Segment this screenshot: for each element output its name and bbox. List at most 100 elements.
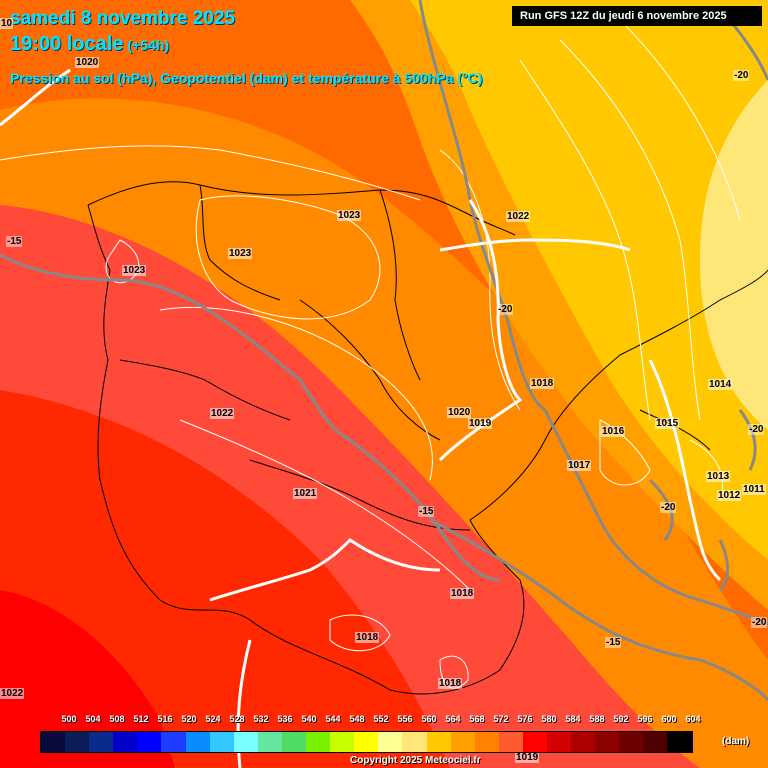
legend-tick: 516 — [157, 714, 173, 724]
pressure-label: 1016 — [601, 426, 626, 437]
isobars — [0, 19, 741, 689]
legend-tick: 504 — [85, 714, 101, 724]
temperature-label: -20 — [733, 70, 750, 81]
pressure-label: 1021 — [293, 488, 318, 499]
time-title: 19:00 locale (+54h) — [10, 33, 169, 56]
pressure-label: 1020 — [447, 407, 472, 418]
legend-swatch — [571, 732, 596, 752]
legend-swatch — [281, 732, 307, 752]
legend-tick: 512 — [133, 714, 149, 724]
legend-tick: 592 — [613, 714, 629, 724]
pressure-label: 1011 — [742, 484, 766, 495]
legend-tick: 556 — [397, 714, 413, 724]
map-subtitle: Pression au sol (hPa), Geopotentiel (dam… — [10, 70, 483, 86]
pressure-label: 1018 — [450, 588, 475, 599]
legend-swatch — [306, 732, 331, 752]
legend-swatch — [65, 732, 90, 752]
band-560 — [700, 80, 768, 430]
legend-tick: 572 — [493, 714, 509, 724]
pressure-label: 1023 — [228, 248, 253, 259]
band-584 — [0, 590, 175, 768]
temperature-label: -15 — [418, 506, 435, 517]
legend-color-bar — [40, 731, 693, 753]
pressure-label: 1018 — [355, 632, 380, 643]
legend-swatch — [209, 732, 234, 752]
temperature-label: -20 — [497, 304, 514, 315]
legend-tick: 524 — [205, 714, 221, 724]
legend-tick: 580 — [541, 714, 557, 724]
legend-swatch — [354, 732, 379, 752]
legend-tick: 508 — [109, 714, 125, 724]
legend-swatch — [402, 732, 427, 752]
color-legend: 500 504 508 512 516 520 524 528 532 536 … — [0, 712, 768, 768]
temperature-label: -15 — [6, 236, 23, 247]
legend-tick: 568 — [469, 714, 485, 724]
legend-swatch — [257, 732, 282, 752]
pressure-label: 1022 — [210, 408, 235, 419]
pressure-label: 1022 — [506, 211, 531, 222]
legend-tick: 564 — [445, 714, 461, 724]
pressure-label: 1019 — [515, 752, 540, 763]
legend-swatch — [498, 732, 523, 752]
legend-tick: 588 — [589, 714, 605, 724]
legend-swatch — [450, 732, 475, 752]
legend-swatch — [137, 732, 162, 752]
legend-tick: 600 — [661, 714, 677, 724]
legend-tick: 548 — [349, 714, 365, 724]
legend-tick: 552 — [373, 714, 389, 724]
legend-swatch — [474, 732, 499, 752]
pressure-label: 1012 — [717, 490, 742, 501]
legend-tick: 500 — [61, 714, 77, 724]
pressure-label: 1018 — [530, 378, 555, 389]
copyright: Copyright 2025 Meteociel.fr — [350, 755, 481, 766]
legend-tick: 544 — [325, 714, 341, 724]
date-title: samedi 8 novembre 2025 — [10, 8, 235, 29]
legend-tick: 532 — [253, 714, 269, 724]
legend-tick: 528 — [229, 714, 245, 724]
pressure-label: 1023 — [122, 265, 147, 276]
legend-unit: (dam) — [722, 736, 750, 747]
legend-swatch — [522, 732, 547, 752]
legend-swatch — [113, 732, 138, 752]
legend-swatch — [378, 732, 403, 752]
pressure-label: 1014 — [708, 379, 733, 390]
run-info: Run GFS 12Z du jeudi 6 novembre 2025 — [512, 6, 762, 26]
pressure-label: 1022 — [0, 688, 25, 699]
pressure-label: 1023 — [337, 210, 362, 221]
temperature-label: -20 — [751, 617, 768, 628]
legend-swatch — [619, 732, 644, 752]
legend-tick: 596 — [637, 714, 653, 724]
pressure-label: 10 — [0, 18, 14, 29]
time-label: 19:00 locale — [10, 33, 124, 55]
temperature-label: -15 — [605, 637, 622, 648]
legend-tick: 584 — [565, 714, 581, 724]
legend-tick: 560 — [421, 714, 437, 724]
temperature-label: -20 — [660, 502, 677, 513]
legend-tick: 576 — [517, 714, 533, 724]
legend-tick: 604 — [685, 714, 701, 724]
legend-swatch — [161, 732, 186, 752]
forecast-step: (+54h) — [127, 37, 170, 53]
legend-swatch — [233, 732, 258, 752]
pressure-label: 1020 — [75, 57, 100, 68]
legend-tick: 520 — [181, 714, 197, 724]
legend-tick: 536 — [277, 714, 293, 724]
legend-swatch — [595, 732, 620, 752]
pressure-label: 1013 — [706, 471, 731, 482]
legend-swatch — [546, 732, 572, 752]
pressure-label: 1019 — [468, 418, 493, 429]
pressure-label: 1015 — [655, 418, 680, 429]
legend-swatch — [185, 732, 210, 752]
legend-swatch — [643, 732, 668, 752]
legend-ticks: 500 504 508 512 516 520 524 528 532 536 … — [0, 712, 768, 728]
pressure-label: 1017 — [567, 460, 592, 471]
pressure-label: 1018 — [438, 678, 463, 689]
legend-tick: 540 — [301, 714, 317, 724]
legend-swatch — [89, 732, 114, 752]
legend-swatch — [667, 732, 692, 752]
legend-swatch — [330, 732, 355, 752]
legend-swatch — [426, 732, 451, 752]
temperature-label: -20 — [748, 424, 765, 435]
legend-swatch — [41, 732, 66, 752]
